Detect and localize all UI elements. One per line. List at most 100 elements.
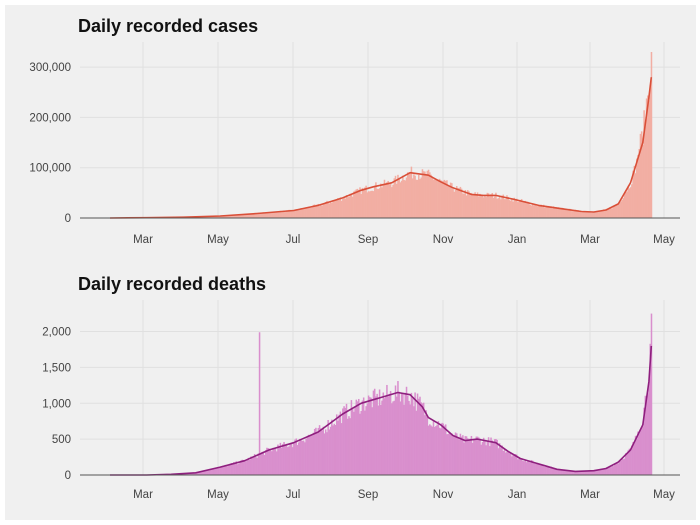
cases-x-tick-label: Nov [433,234,454,246]
deaths-daily-bar [512,454,514,475]
cases-daily-bar [348,197,350,218]
deaths-daily-bar [284,444,287,475]
cases-daily-bar [585,211,588,218]
cases-daily-bar [616,204,618,218]
cases-daily-bar [540,204,543,218]
deaths-daily-bar [369,397,371,475]
cases-daily-bar [293,210,295,218]
deaths-daily-bar [556,468,558,475]
cases-daily-bar [525,201,528,218]
deaths-daily-bar [536,462,539,475]
deaths-daily-bar [644,395,647,475]
deaths-daily-bar [275,451,278,475]
deaths-daily-bar [631,445,633,475]
deaths-daily-bar [201,471,203,475]
deaths-daily-bar [436,424,438,475]
cases-daily-bar [275,211,278,218]
deaths-daily-bar [195,472,197,475]
deaths-daily-bar [334,424,337,475]
deaths-daily-bar [220,466,223,475]
deaths-daily-bar [594,470,596,475]
cases-daily-bar [409,172,411,218]
deaths-daily-bar [433,426,436,475]
cases-daily-bar [610,208,612,218]
deaths-daily-bar [263,454,266,475]
deaths-daily-bar [299,438,301,475]
cases-daily-bar [593,211,595,218]
cases-daily-bar [304,207,306,218]
cases-daily-bar [462,193,464,218]
deaths-daily-bar [307,434,310,475]
cases-daily-bar [350,194,353,218]
deaths-daily-bar [506,451,508,475]
deaths-daily-bar [527,461,529,475]
deaths-daily-bar [577,470,579,475]
deaths-daily-bar [523,461,525,475]
deaths-daily-bar [595,469,598,475]
cases-daily-bar [244,214,246,218]
cases-daily-bar [589,212,592,218]
deaths-daily-bar [636,438,638,475]
cases-daily-bar [233,215,235,218]
cases-daily-bar [638,148,640,218]
cases-daily-bar [305,207,307,218]
deaths-daily-bar [274,448,277,475]
cases-daily-bar [346,197,349,218]
cases-daily-bar [562,208,565,218]
deaths-daily-bar [648,383,650,475]
deaths-daily-bar [235,461,238,475]
cases-daily-bar [604,209,606,218]
cases-daily-bar [285,210,288,218]
cases-daily-bar [463,193,465,218]
deaths-daily-bar [255,456,257,475]
cases-daily-bar [236,215,239,218]
cases-daily-bar [315,205,317,218]
cases-daily-bar [429,172,431,218]
deaths-daily-bar [420,402,422,475]
deaths-daily-bar [441,422,443,475]
cases-daily-bar [262,212,265,218]
deaths-daily-bar [642,426,644,475]
deaths-daily-bar [297,442,300,475]
deaths-daily-bar [525,462,528,475]
cases-daily-bar [481,195,484,218]
cases-daily-bar [431,176,434,218]
cases-y-tick-label: 100,000 [29,163,71,175]
deaths-daily-bar [322,426,325,475]
cases-daily-bar [399,182,402,218]
cases-daily-bar [381,187,383,218]
deaths-daily-bar [596,469,599,475]
deaths-daily-bar [602,468,605,475]
deaths-daily-bar [383,398,386,475]
cases-daily-bar [388,184,391,218]
deaths-daily-bar [611,465,614,475]
deaths-daily-bar [588,471,590,475]
cases-daily-bar [246,213,249,218]
cases-daily-bar [389,183,392,218]
deaths-daily-bar [228,464,230,475]
deaths-daily-bar [555,468,557,475]
deaths-daily-bar [583,471,585,475]
deaths-daily-bar [615,463,617,475]
deaths-daily-bar [522,460,524,475]
deaths-daily-bar [358,398,360,475]
deaths-daily-bar [634,435,637,475]
cases-daily-bar [364,187,366,218]
cases-daily-bar [438,178,441,218]
cases-daily-bar [358,189,360,218]
deaths-daily-bar [600,468,603,475]
cases-daily-bar [551,208,554,218]
cases-daily-bar [421,169,424,218]
deaths-daily-bar [406,395,409,475]
deaths-daily-bar [204,470,207,475]
deaths-daily-bar [280,447,283,475]
cases-daily-bar [523,201,525,218]
deaths-daily-bar [474,439,476,475]
deaths-daily-bar [338,414,340,475]
deaths-daily-bar [345,403,348,475]
cases-daily-bar [425,175,427,218]
deaths-daily-bar [551,468,554,475]
cases-daily-bar [215,216,218,218]
cases-daily-bar [550,206,552,218]
cases-daily-bar [242,214,245,218]
